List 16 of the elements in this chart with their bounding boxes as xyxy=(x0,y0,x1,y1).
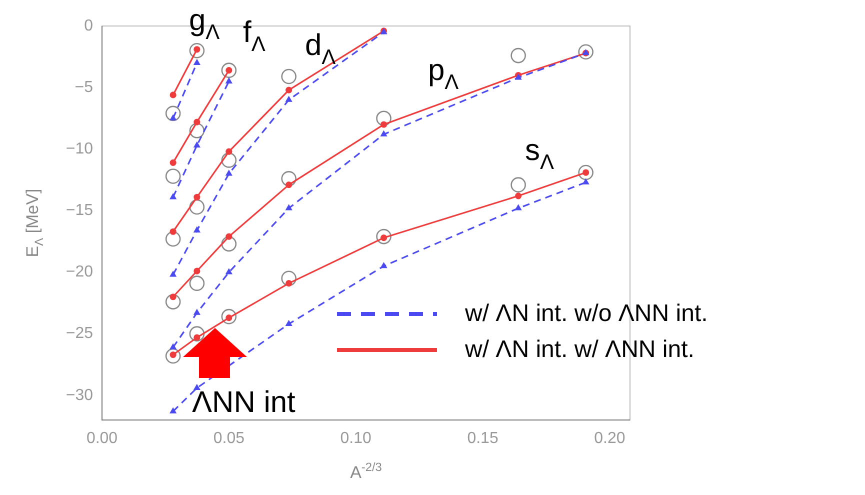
x-tick-label: 0.05 xyxy=(213,430,245,448)
y-tick-label: 0 xyxy=(84,17,94,34)
x-tick-label: 0.00 xyxy=(86,430,118,448)
y-tick-label: −15 xyxy=(66,202,94,220)
legend-label: w/ ΛN int. w/ ΛNN int. xyxy=(465,336,694,364)
y-tick-label: −30 xyxy=(66,386,94,404)
legend-label: w/ ΛN int. w/o ΛNN int. xyxy=(465,300,708,328)
annotation: ΛNN int xyxy=(192,386,296,419)
y-tick-label: −25 xyxy=(66,325,94,342)
x-tick-label: 0.10 xyxy=(340,430,372,448)
x-tick-label: 0.20 xyxy=(594,430,626,448)
y-tick-label: −20 xyxy=(66,264,94,281)
x-tick-label: 0.15 xyxy=(467,430,498,448)
y-axis-title: EΛ [MeV] xyxy=(23,188,46,258)
y-tick-label: −5 xyxy=(74,78,94,96)
y-tick-label: −10 xyxy=(66,140,94,158)
